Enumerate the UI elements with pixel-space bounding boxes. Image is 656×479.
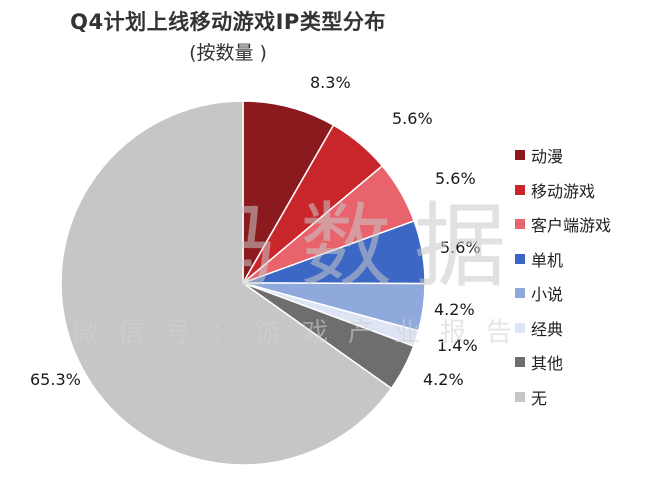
watermark-wechat-text: 微信号：游戏产业报告 (72, 318, 533, 348)
slice-data-label: 4.2% (434, 300, 475, 319)
legend-item: 经典 (515, 311, 611, 346)
legend-item: 移动游戏 (515, 173, 611, 208)
slice-data-label: 5.6% (440, 238, 481, 257)
chart-subtitle: (按数量 ) (189, 42, 267, 64)
legend-label: 单机 (531, 250, 564, 270)
legend-swatch (515, 357, 525, 368)
legend-swatch (515, 391, 525, 402)
chart-legend: 动漫 移动游戏 客户端游戏 单机 小说 经典 其他 无 (515, 138, 611, 414)
slice-data-label: 5.6% (435, 169, 476, 188)
legend-swatch (515, 150, 525, 161)
slice-data-label: 4.2% (423, 370, 464, 389)
legend-item: 客户端游戏 (515, 207, 611, 242)
pie-slice (242, 100, 335, 286)
slice-data-label: 8.3% (310, 73, 351, 92)
watermark-logo-text: 伽马数据 (72, 193, 529, 300)
legend-label: 经典 (531, 319, 564, 339)
slice-data-label: 1.4% (437, 336, 478, 355)
legend-item: 其他 (515, 345, 611, 380)
legend-swatch (515, 184, 525, 195)
slice-data-label: 65.3% (30, 370, 81, 389)
slice-data-label: 5.6% (392, 109, 433, 128)
legend-label: 动漫 (531, 147, 564, 167)
legend-item: 单机 (515, 242, 611, 277)
legend-label: 客户端游戏 (531, 216, 612, 236)
legend-label: 其他 (531, 354, 564, 374)
legend-item: 无 (515, 380, 611, 415)
legend-label: 小说 (531, 285, 564, 305)
legend-swatch (515, 253, 525, 264)
legend-label: 移动游戏 (531, 181, 596, 201)
legend-swatch (515, 288, 525, 299)
legend-swatch (515, 219, 525, 230)
legend-item: 小说 (515, 276, 611, 311)
legend-item: 动漫 (515, 138, 611, 173)
legend-label: 无 (531, 388, 548, 408)
chart-title: Q4计划上线移动游戏IP类型分布 (70, 10, 386, 34)
pie-slice (60, 100, 393, 466)
legend-swatch (515, 322, 525, 333)
